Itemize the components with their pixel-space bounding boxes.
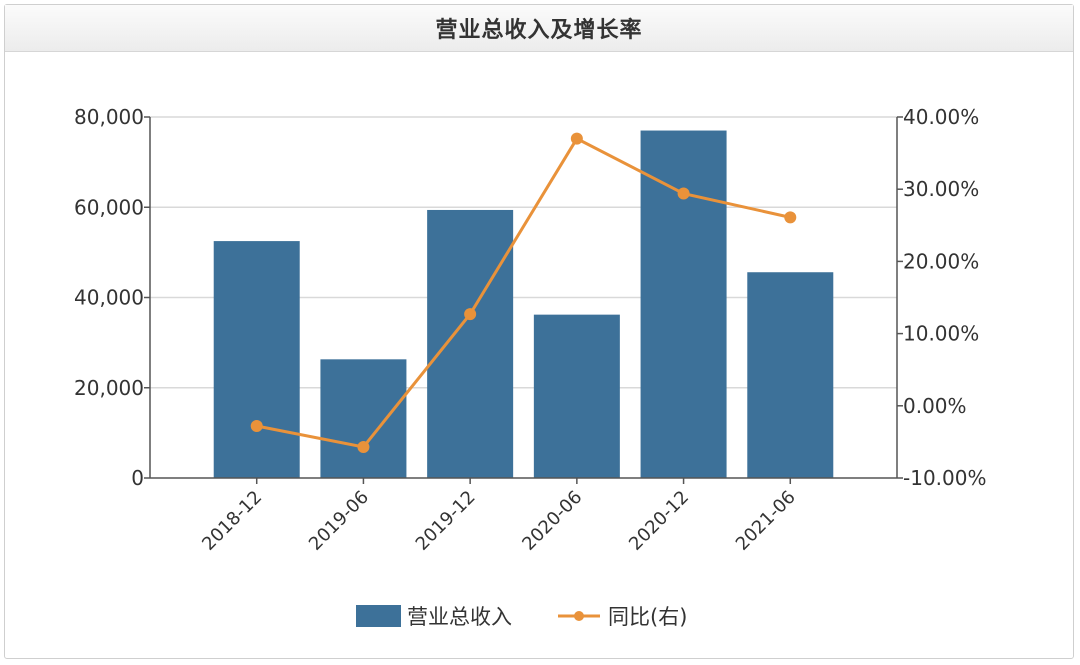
legend-line-label: 同比(右) [608,605,687,629]
right-tick-label: -10.00% [903,466,986,490]
growth-point [678,188,690,200]
legend: 营业总收入 同比(右) [356,605,687,629]
left-tick-label: 40,000 [74,286,144,310]
left-tick-label: 0 [131,466,144,490]
right-tick-label: 10.00% [903,322,979,346]
legend-bar-swatch [356,605,401,627]
left-axis-ticks: 0 20,000 40,000 60,000 80,000 [74,105,150,490]
x-tick-label: 2021-06 [732,487,800,555]
bar [641,131,727,478]
x-tick-label: 2020-06 [518,487,586,555]
growth-point [571,133,583,145]
x-axis-ticks: 2018-12 2019-06 2019-12 2020-06 2020-12 2021-… [198,478,800,555]
left-tick-label: 20,000 [74,376,144,400]
legend-bar-label: 营业总收入 [407,605,512,629]
bar [427,210,513,478]
bar [214,241,300,478]
growth-point [784,211,796,223]
growth-point [464,308,476,320]
bar-series [214,131,834,478]
left-tick-label: 60,000 [74,195,144,219]
growth-point [251,420,263,432]
x-tick-label: 2019-12 [412,487,480,555]
right-axis-ticks: -10.00% 0.00% 10.00% 20.00% 30.00% 40.00% [897,105,986,490]
x-tick-label: 2020-12 [625,487,693,555]
right-tick-label: 20.00% [903,249,979,273]
x-tick-label: 2019-06 [305,487,373,555]
left-tick-label: 80,000 [74,105,144,129]
bar [534,315,620,478]
right-tick-label: 30.00% [903,177,979,201]
x-tick-label: 2018-12 [198,487,266,555]
right-tick-label: 40.00% [903,105,979,129]
bar [747,272,833,478]
growth-point [357,441,369,453]
bar [320,359,406,478]
right-tick-label: 0.00% [903,394,967,418]
legend-line-marker [574,611,584,621]
